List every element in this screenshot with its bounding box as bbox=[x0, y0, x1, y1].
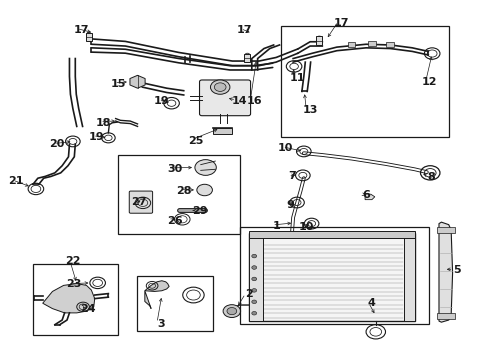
Polygon shape bbox=[42, 284, 95, 313]
Bar bbox=[436, 313, 454, 319]
Circle shape bbox=[316, 36, 321, 40]
Bar bbox=[239, 227, 428, 324]
Bar bbox=[316, 36, 322, 45]
Text: 13: 13 bbox=[302, 105, 317, 115]
Text: 17: 17 bbox=[236, 25, 252, 35]
Text: 5: 5 bbox=[453, 265, 460, 275]
Bar bbox=[249, 233, 414, 321]
Circle shape bbox=[86, 32, 91, 36]
Text: 7: 7 bbox=[288, 171, 295, 181]
Text: 19: 19 bbox=[88, 132, 104, 142]
Text: 10: 10 bbox=[278, 143, 293, 153]
Circle shape bbox=[195, 159, 216, 175]
Bar bbox=[249, 233, 263, 321]
Text: 17: 17 bbox=[74, 25, 89, 35]
Circle shape bbox=[251, 289, 256, 292]
Text: 24: 24 bbox=[80, 303, 96, 314]
Text: 2: 2 bbox=[245, 289, 253, 299]
Text: 19: 19 bbox=[154, 96, 169, 107]
Text: 27: 27 bbox=[131, 197, 146, 207]
Polygon shape bbox=[130, 75, 145, 88]
Circle shape bbox=[244, 53, 249, 57]
Text: 21: 21 bbox=[8, 176, 24, 186]
Text: 25: 25 bbox=[188, 136, 203, 146]
Bar bbox=[347, 42, 355, 47]
Text: 12: 12 bbox=[421, 77, 436, 87]
Text: 4: 4 bbox=[367, 298, 375, 308]
Text: 16: 16 bbox=[246, 96, 262, 107]
Text: 14: 14 bbox=[231, 96, 247, 107]
Text: 1: 1 bbox=[272, 221, 280, 231]
Text: 17: 17 bbox=[333, 18, 349, 28]
Circle shape bbox=[210, 80, 229, 94]
Circle shape bbox=[317, 41, 321, 44]
Text: 30: 30 bbox=[166, 164, 182, 174]
Text: 3: 3 bbox=[157, 319, 164, 329]
Bar bbox=[386, 42, 393, 48]
Circle shape bbox=[251, 300, 256, 303]
Bar bbox=[249, 231, 414, 238]
Polygon shape bbox=[144, 281, 169, 292]
Circle shape bbox=[251, 311, 256, 315]
Bar bbox=[212, 128, 232, 134]
Circle shape bbox=[223, 305, 240, 318]
Bar bbox=[136, 276, 212, 331]
Circle shape bbox=[245, 58, 249, 61]
FancyBboxPatch shape bbox=[129, 191, 152, 213]
Text: 22: 22 bbox=[65, 256, 81, 266]
Circle shape bbox=[251, 266, 256, 269]
Text: 23: 23 bbox=[65, 279, 81, 289]
Text: 18: 18 bbox=[96, 118, 111, 128]
FancyBboxPatch shape bbox=[199, 80, 250, 116]
Bar bbox=[244, 54, 250, 62]
Circle shape bbox=[226, 307, 236, 315]
Text: 26: 26 bbox=[167, 216, 183, 226]
Bar bbox=[281, 26, 448, 137]
Polygon shape bbox=[365, 194, 374, 200]
Bar bbox=[367, 41, 375, 46]
Bar bbox=[118, 155, 239, 234]
Bar bbox=[403, 233, 414, 321]
Text: 15: 15 bbox=[110, 78, 125, 89]
Circle shape bbox=[251, 277, 256, 281]
Text: 28: 28 bbox=[176, 186, 191, 196]
Text: 6: 6 bbox=[362, 190, 369, 200]
Text: 10: 10 bbox=[299, 222, 314, 232]
Polygon shape bbox=[144, 291, 151, 309]
Circle shape bbox=[214, 83, 225, 91]
Text: 11: 11 bbox=[289, 73, 304, 83]
Text: 20: 20 bbox=[49, 139, 65, 149]
Text: 8: 8 bbox=[427, 172, 435, 182]
Text: 9: 9 bbox=[286, 200, 294, 210]
Text: 29: 29 bbox=[192, 206, 207, 216]
Bar bbox=[436, 227, 454, 233]
Bar bbox=[86, 33, 92, 41]
Bar bbox=[33, 264, 118, 336]
Circle shape bbox=[197, 184, 212, 196]
Circle shape bbox=[251, 254, 256, 258]
Polygon shape bbox=[438, 222, 452, 322]
Circle shape bbox=[87, 37, 91, 40]
